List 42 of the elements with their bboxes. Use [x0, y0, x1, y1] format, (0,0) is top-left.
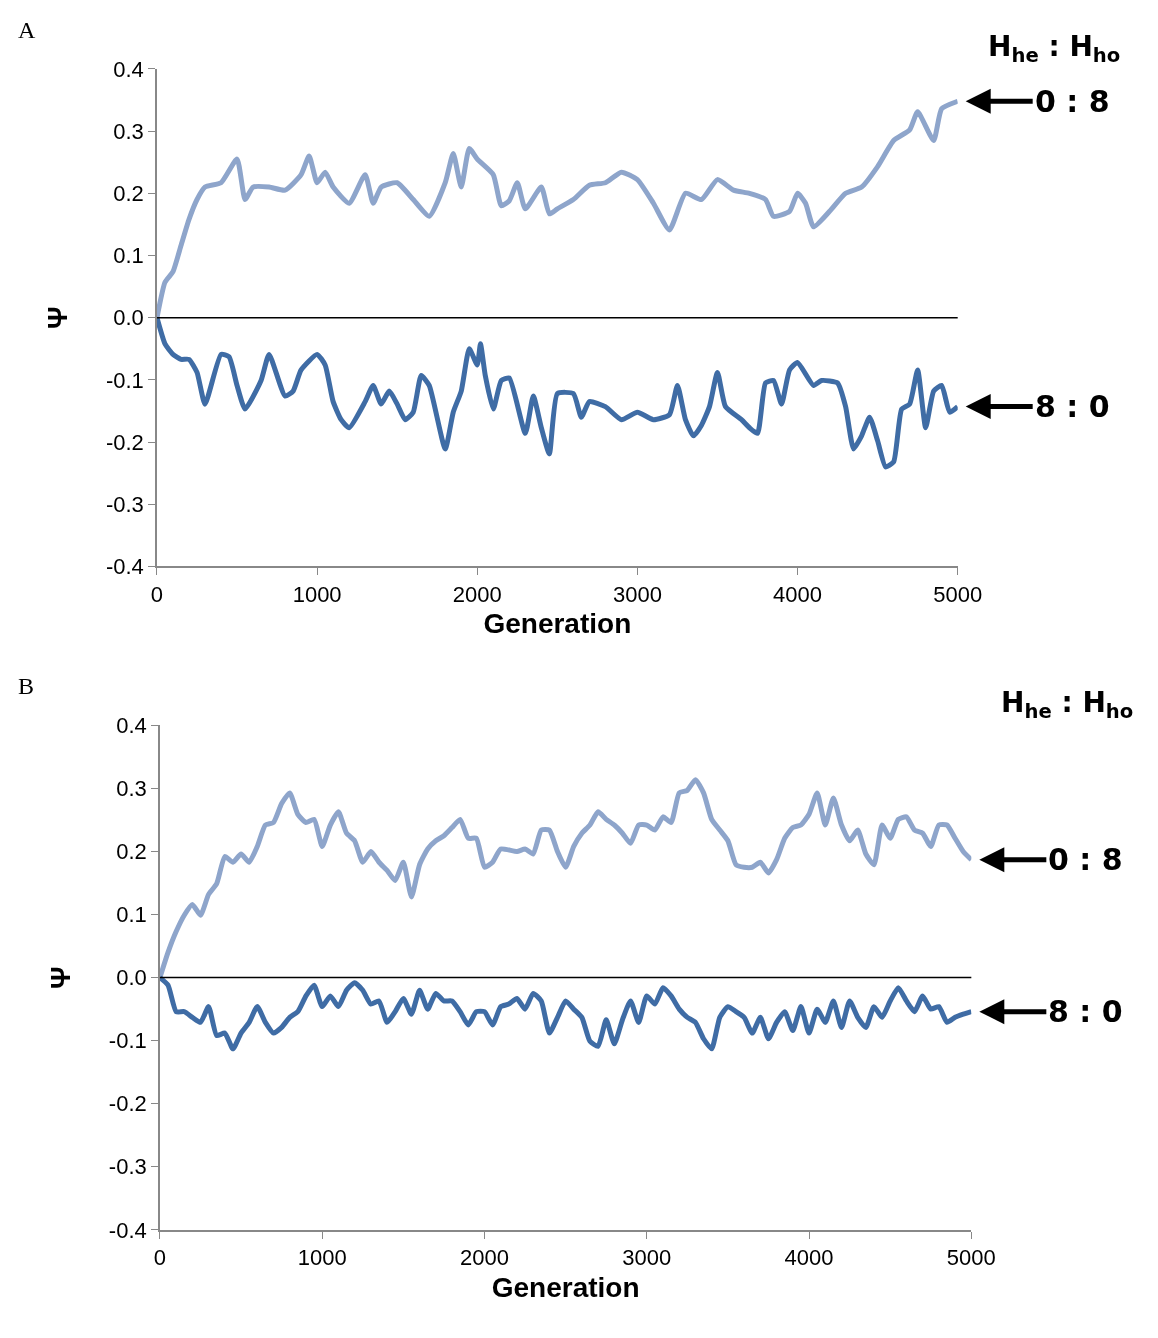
x-tick-label: 2000 [452, 581, 502, 607]
legend-title: H$_{he}$ : H$_{ho}$ [988, 30, 1121, 67]
y-tick-label: 0.3 [116, 776, 147, 802]
y-tick-label: -0.4 [105, 554, 144, 580]
x-tick-label: 4000 [784, 1244, 834, 1270]
text: 8 : 0 [1035, 389, 1110, 424]
y-tick-label: -0.3 [105, 491, 144, 517]
y-tick-label: 0.1 [116, 902, 147, 928]
y-tick-label: 0.4 [113, 56, 144, 82]
y-tick-label: 0.4 [116, 713, 147, 739]
x-tick-label: 4000 [773, 581, 823, 607]
x-tick-label: 3000 [612, 581, 662, 607]
y-tick-label: -0.2 [105, 429, 144, 455]
text: 0 : 8 [1048, 842, 1123, 877]
y-tick-label: 0.2 [113, 181, 144, 206]
x-tick-label: 5000 [946, 1244, 996, 1270]
x-tick-label: 2000 [460, 1244, 509, 1270]
x-tick-label: 1000 [292, 581, 342, 607]
chart-title: B [18, 673, 35, 699]
y-tick-label: -0.1 [105, 367, 144, 393]
text: 0 : 8 [1035, 84, 1110, 119]
y-tick-label: 0.1 [113, 243, 144, 269]
y-axis-title: Ψ [45, 966, 77, 989]
x-tick-label: 1000 [297, 1244, 347, 1270]
x-tick-label: 3000 [622, 1244, 672, 1270]
x-axis-title: Generation [491, 1271, 640, 1303]
y-tick-label: -0.2 [108, 1091, 147, 1117]
x-tick-label: 0 [150, 581, 164, 607]
x-axis-title: Generation [483, 608, 632, 640]
x-tick-label: 0 [153, 1244, 167, 1270]
y-tick-label: 0.2 [116, 839, 147, 865]
chart-title: A [18, 17, 36, 43]
y-tick-label: -0.1 [108, 1028, 147, 1054]
y-tick-label: 0.0 [116, 965, 147, 991]
legend-title: H$_{he}$ : H$_{ho}$ [1001, 686, 1134, 723]
y-tick-label: 0.3 [113, 118, 144, 144]
x-tick-label: 5000 [933, 581, 983, 607]
y-tick-label: -0.4 [108, 1217, 147, 1243]
text: 8 : 0 [1048, 994, 1123, 1029]
y-tick-label: 0.0 [113, 305, 144, 331]
y-tick-label: -0.3 [108, 1154, 147, 1180]
y-axis-title: Ψ [42, 306, 74, 330]
